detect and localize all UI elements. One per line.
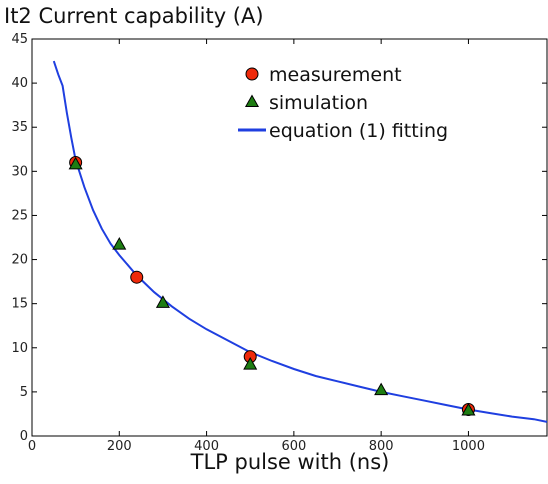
chart-title: It2 Current capability (A) [4,4,264,28]
y-tick-label: 40 [11,76,28,91]
y-tick-label: 30 [11,164,28,179]
x-tick-label: 400 [194,439,219,454]
fitting-curve [52,60,547,423]
y-tick-label: 5 [20,385,28,400]
y-tick-label: 35 [11,120,28,135]
legend-label: measurement [269,64,402,86]
legend-marker-simulation [244,94,260,108]
y-tick-label: 0 [20,429,28,444]
simulation-point [461,402,476,416]
x-tick-label: 800 [369,439,394,454]
simulation-point [68,156,83,170]
y-tick-label: 10 [11,341,28,356]
simulation-point [112,237,127,250]
legend-label: equation (1) fitting [269,120,448,142]
simulation-point [243,357,258,370]
x-tick-label: 200 [107,439,132,454]
x-tick-label: 1000 [452,439,485,454]
legend-label: simulation [269,92,368,114]
legend-marker-measurement [245,67,259,81]
y-tick-label: 45 [11,32,28,47]
y-tick-label: 25 [11,208,28,223]
measurement-point [130,270,144,284]
simulation-point [155,295,170,308]
simulation-point [374,382,389,396]
plot-frame [31,38,548,437]
y-tick-label: 20 [11,253,28,268]
x-axis-label: TLP pulse with (ns) [190,450,390,474]
y-tick-label: 15 [11,297,28,312]
x-tick-label: 0 [28,439,36,454]
x-tick-label: 600 [281,439,306,454]
